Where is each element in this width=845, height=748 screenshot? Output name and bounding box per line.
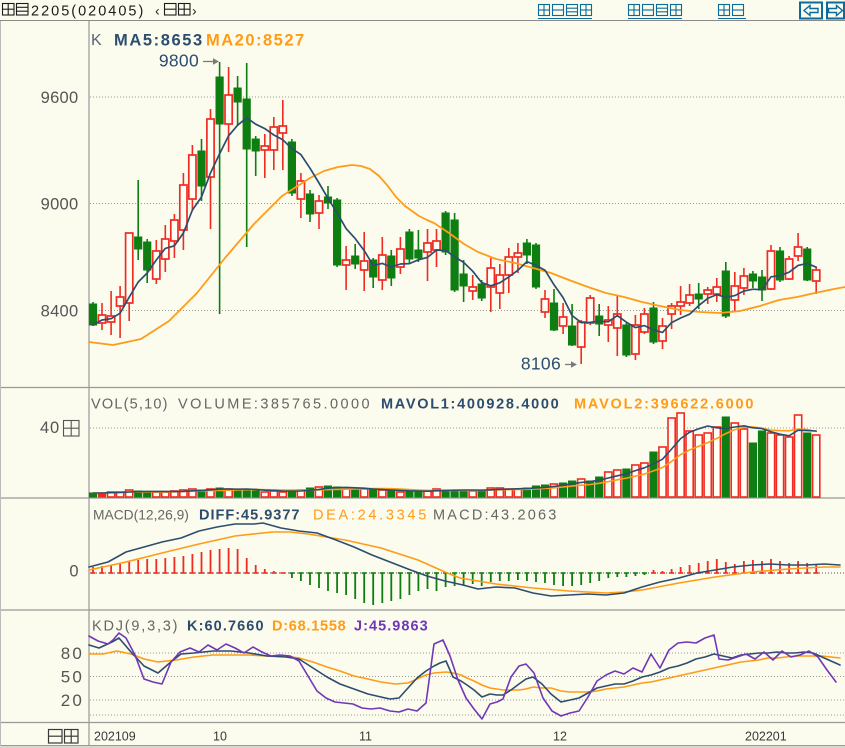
svg-text:VOLUME:385765.0000: VOLUME:385765.0000 (178, 397, 372, 413)
svg-text:8400: 8400 (41, 302, 79, 320)
svg-text:9000: 9000 (41, 195, 79, 213)
svg-text:80: 80 (61, 644, 84, 663)
svg-text:8106: 8106 (521, 354, 561, 374)
svg-text:DIFF:45.9377: DIFF:45.9377 (199, 508, 300, 524)
svg-text:202109: 202109 (94, 730, 136, 744)
svg-text:‹: ‹ (155, 3, 160, 19)
svg-text:9800: 9800 (159, 51, 199, 71)
svg-text:11: 11 (359, 730, 372, 744)
svg-text:›: › (192, 3, 197, 19)
svg-text:VOL(5,10): VOL(5,10) (91, 397, 169, 413)
svg-text:MACD(12,26,9): MACD(12,26,9) (93, 508, 189, 523)
svg-text:D:68.1558: D:68.1558 (272, 619, 346, 635)
svg-text:K:60.7660: K:60.7660 (187, 619, 265, 635)
svg-text:MAVOL2:396622.6000: MAVOL2:396622.6000 (574, 397, 755, 413)
svg-text:0: 0 (69, 563, 78, 581)
svg-text:2205(020405): 2205(020405) (31, 4, 145, 20)
svg-text:12: 12 (553, 730, 567, 744)
svg-text:9600: 9600 (41, 89, 79, 107)
svg-text:202201: 202201 (745, 730, 787, 744)
svg-text:MAVOL1:400928.4000: MAVOL1:400928.4000 (381, 397, 560, 413)
svg-text:20: 20 (61, 691, 84, 710)
svg-text:K: K (91, 32, 102, 49)
svg-text:J:45.9863: J:45.9863 (354, 619, 429, 635)
svg-text:MA20:8527: MA20:8527 (206, 32, 306, 50)
svg-text:MA5:8653: MA5:8653 (114, 32, 204, 50)
svg-text:MACD:43.2063: MACD:43.2063 (433, 508, 559, 524)
svg-text:40: 40 (40, 419, 60, 437)
svg-text:50: 50 (61, 668, 84, 687)
svg-text:KDJ(9,3,3): KDJ(9,3,3) (92, 619, 179, 635)
svg-text:DEA:24.3345: DEA:24.3345 (313, 508, 429, 524)
svg-text:10: 10 (213, 730, 227, 744)
